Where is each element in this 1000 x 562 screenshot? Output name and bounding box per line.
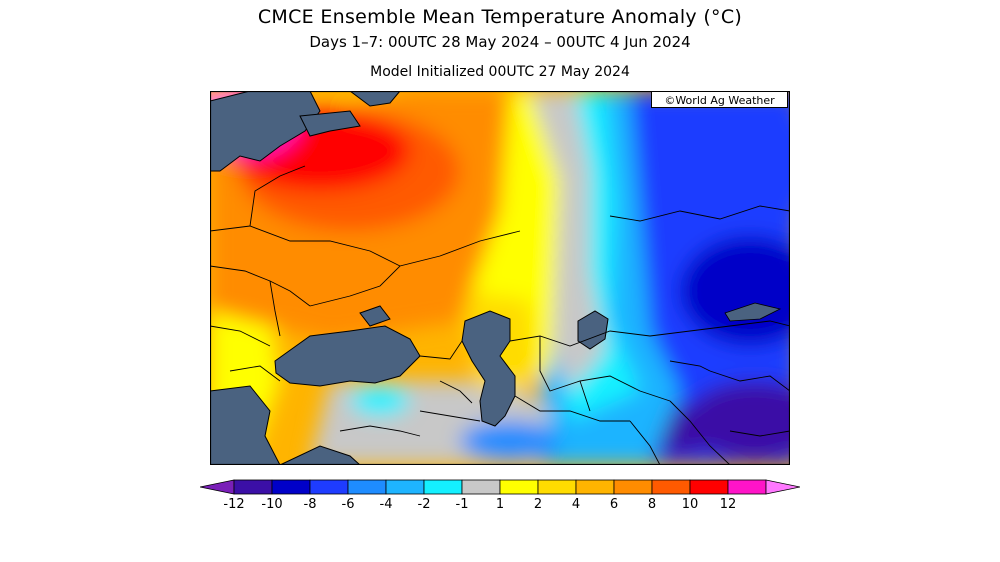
colorbar-bin <box>423 479 463 495</box>
colorbar-bin <box>537 479 577 495</box>
colorbar-bin <box>765 479 800 495</box>
gulf-of-finland <box>299 110 361 137</box>
lake-balkhash <box>724 302 782 322</box>
colorbar-bin <box>233 479 273 495</box>
country-borders <box>210 165 790 465</box>
model-init: Model Initialized 00UTC 27 May 2024 <box>370 64 630 80</box>
colorbar-tick-label: -8 <box>304 497 317 512</box>
caspian-sea <box>461 310 516 427</box>
colorbar-tick-label: -12 <box>223 497 244 512</box>
date-range: Days 1–7: 00UTC 28 May 2024 – 00UTC 4 Ju… <box>309 33 691 51</box>
anomaly-map <box>210 91 790 465</box>
colorbar-bin <box>271 479 311 495</box>
aral-sea <box>577 310 609 350</box>
anomaly-field <box>210 91 790 465</box>
colorbar-bin <box>613 479 653 495</box>
colorbar-bin <box>309 479 349 495</box>
colorbar-tick-label: 4 <box>572 497 580 512</box>
map-title: CMCE Ensemble Mean Temperature Anomaly (… <box>257 6 743 28</box>
colorbar-bin <box>200 479 235 495</box>
colorbar-bin <box>347 479 387 495</box>
colorbar-bin <box>575 479 615 495</box>
colorbar-tick-label: 12 <box>720 497 737 512</box>
colorbar-tick-label: 6 <box>610 497 618 512</box>
colorbar-tick-label: -6 <box>342 497 355 512</box>
water-bodies <box>210 91 782 465</box>
colorbar-bin <box>461 479 501 495</box>
colorbar-tick-label: -1 <box>456 497 469 512</box>
colorbar-bin <box>651 479 691 495</box>
credit-label: ©World Ag Weather <box>651 91 788 108</box>
colorbar: -12 -10 -8 -6 -4 -2 -1 1 2 4 6 8 10 12 <box>200 479 800 512</box>
east-mediterranean <box>279 445 361 465</box>
colorbar-tick-label: 1 <box>496 497 504 512</box>
aegean-sea <box>210 385 281 465</box>
colorbar-bin <box>499 479 539 495</box>
colorbar-tick-label: 10 <box>682 497 699 512</box>
colorbar-bin <box>689 479 729 495</box>
colorbar-bin <box>385 479 425 495</box>
colorbar-tick-label: -2 <box>418 497 431 512</box>
colorbar-tick-label: 2 <box>534 497 542 512</box>
black-sea <box>274 325 421 387</box>
colorbar-tick-label: 8 <box>648 497 656 512</box>
sea-of-azov <box>359 305 391 327</box>
colorbar-tick-label: -10 <box>261 497 282 512</box>
colorbar-bin <box>727 479 767 495</box>
white-sea <box>349 91 401 107</box>
colorbar-tick-label: -4 <box>380 497 393 512</box>
map-frame <box>210 91 790 465</box>
baltic-sea <box>210 91 321 172</box>
